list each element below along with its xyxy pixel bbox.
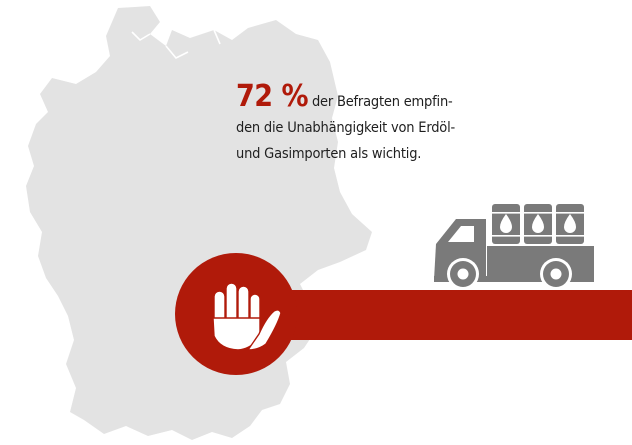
truck-chassis (434, 276, 594, 282)
truck-window (448, 226, 474, 242)
truck-wheel (540, 258, 572, 290)
statistic-line-1: 72 % der Befragten empfin- (236, 82, 506, 115)
statistic-text: 72 % der Befragten empfin- den die Unabh… (236, 82, 506, 167)
oil-barrel-icon (524, 204, 552, 244)
oil-barrel-icon (492, 204, 520, 244)
germany-map (26, 6, 372, 440)
statistic-text-line-2: den die Unabhängigkeit von Erdöl- (236, 120, 456, 136)
oil-barrel-icon (556, 204, 584, 244)
statistic-text-line-3: und Gasimporten als wichtig. (236, 146, 422, 162)
statistic-text-line-1: der Befragten empfin- (311, 94, 453, 110)
percent-value: 72 % (236, 79, 309, 114)
germany-map-coast-detail (131, 29, 221, 59)
stop-hand-icon (212, 282, 282, 351)
truck-icon (434, 204, 594, 290)
truck-wheel (447, 258, 479, 290)
